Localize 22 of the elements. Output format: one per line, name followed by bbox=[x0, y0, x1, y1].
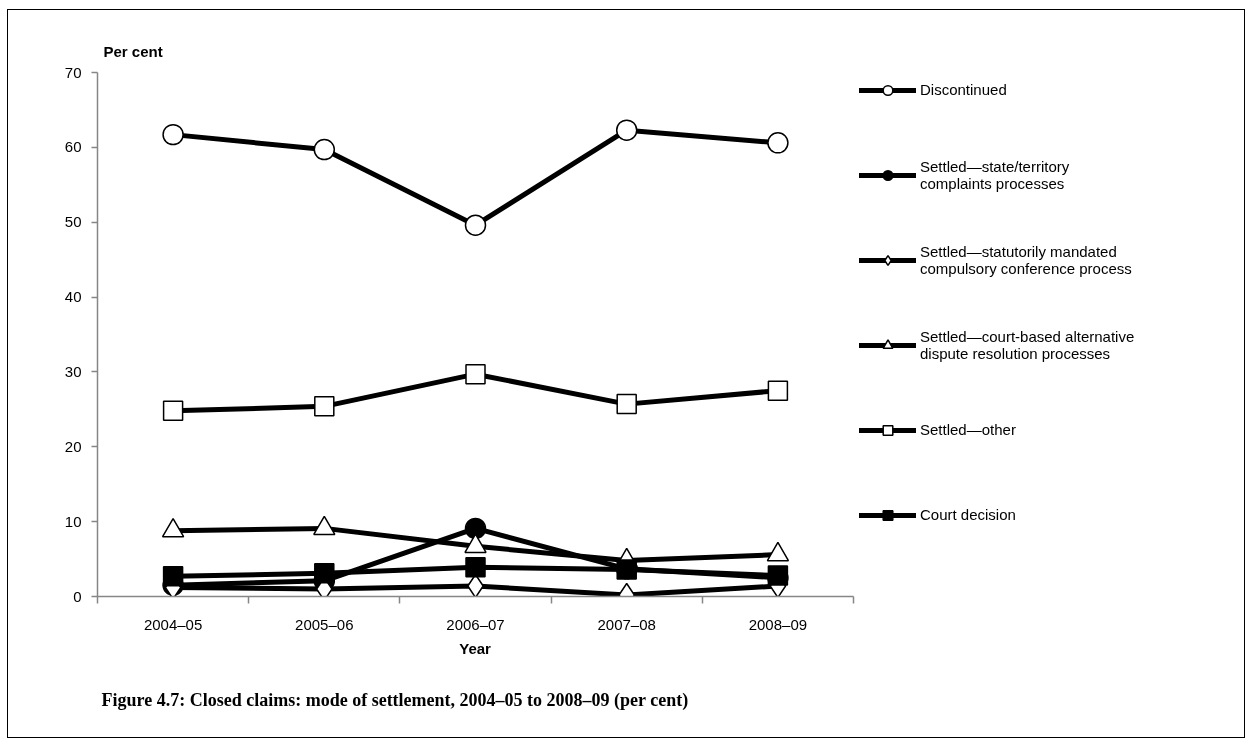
legend-label: Discontinued bbox=[920, 80, 1007, 100]
y-tick-label: 40 bbox=[64, 288, 82, 306]
y-tick-label: 50 bbox=[64, 213, 82, 231]
legend-label: Court decision bbox=[920, 505, 1016, 525]
y-tick-label: 0 bbox=[73, 587, 82, 605]
legend-label: Settled—state/territory complaints processes bbox=[920, 157, 1070, 192]
x-tick-label: 2006–07 bbox=[446, 615, 505, 633]
y-tick-label: 70 bbox=[64, 63, 82, 81]
y-axis-title: Per cent bbox=[103, 42, 163, 60]
x-tick-label: 2004–05 bbox=[143, 615, 203, 633]
legend-label: Settled—statutorily mandated compulsory conference process bbox=[920, 242, 1132, 277]
x-tick-label: 2005–06 bbox=[295, 615, 354, 633]
y-tick-label: 20 bbox=[64, 437, 82, 455]
text: Figure 4.7: Closed claims: mode of settlement, 2004–05 to 2008–09 (per cent) bbox=[101, 689, 689, 711]
legend-label: Settled—other bbox=[920, 420, 1016, 440]
y-tick-label: 10 bbox=[64, 512, 82, 530]
legend-label: Settled—court-based alternative dispute resolution processes bbox=[920, 327, 1135, 362]
x-tick-label: 2007–08 bbox=[597, 615, 656, 633]
x-tick-label: 2008–09 bbox=[748, 615, 808, 633]
y-tick-label: 60 bbox=[64, 138, 82, 156]
y-tick-label: 30 bbox=[64, 362, 82, 380]
x-axis-title: Year bbox=[459, 639, 492, 657]
